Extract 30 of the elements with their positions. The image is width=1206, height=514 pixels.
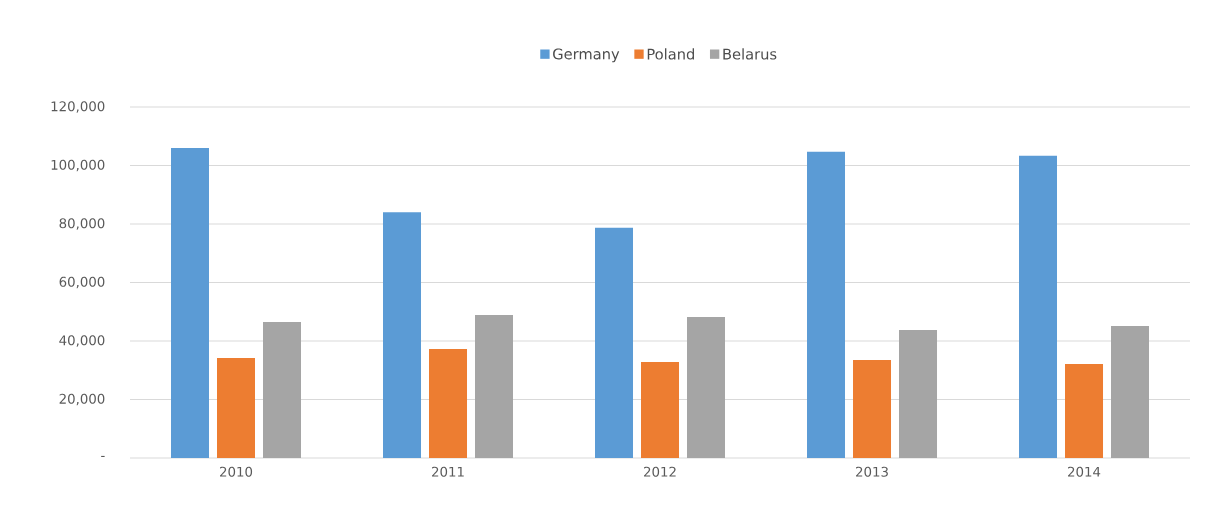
bar: [853, 360, 892, 458]
bar: [641, 362, 680, 458]
bar: [807, 151, 846, 458]
bar: [1019, 155, 1058, 458]
bar: [1065, 364, 1104, 458]
x-tick-label: 2011: [432, 466, 464, 477]
bar: [217, 357, 255, 458]
x-tick-label: 2010: [220, 466, 253, 477]
x-tick-label: 2014: [1068, 466, 1101, 477]
legend-label: Poland: [647, 48, 694, 60]
bar: [1111, 326, 1150, 458]
bar: [475, 314, 514, 458]
bar: [263, 321, 302, 458]
y-tick-label: 80,000: [59, 218, 105, 230]
legend-label: Germany: [553, 48, 620, 63]
y-tick-label: 20,000: [59, 393, 105, 406]
x-tick-label: 2012: [644, 466, 676, 477]
bar: [171, 147, 209, 458]
y-tick-label: 40,000: [59, 335, 105, 347]
legend-label: Belarus: [723, 48, 777, 60]
y-tick-label: -: [101, 455, 105, 457]
bar: [899, 329, 938, 458]
y-tick-label: 60,000: [59, 276, 105, 289]
bar: [383, 212, 422, 458]
bar: [595, 227, 634, 458]
y-tick-label: 100,000: [51, 159, 105, 172]
bar: [429, 348, 468, 458]
x-tick-label: 2013: [856, 466, 888, 477]
bar: [687, 317, 726, 458]
y-tick-label: 120,000: [51, 101, 105, 113]
